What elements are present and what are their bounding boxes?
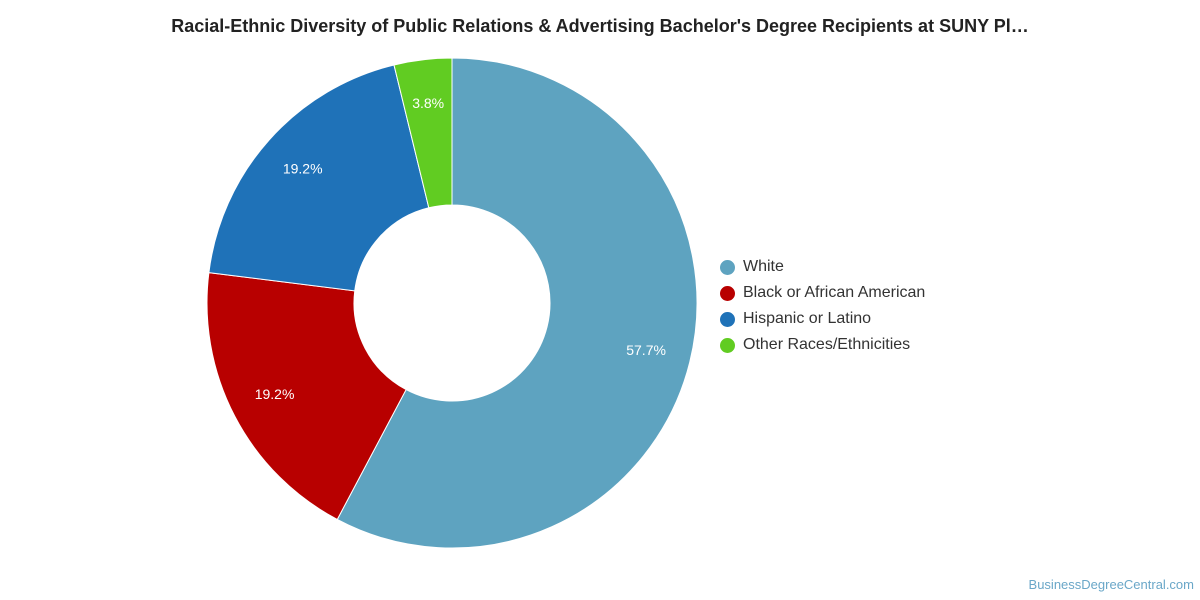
slice-value-label: 57.7% — [626, 342, 666, 358]
legend-swatch — [720, 259, 735, 275]
donut-slice-black-or-african-american[interactable] — [206, 272, 407, 521]
legend-label: Black or African American — [743, 284, 926, 301]
legend-swatch — [720, 337, 735, 353]
donut-slice-white[interactable] — [336, 57, 698, 549]
legend-label: Hispanic or Latino — [743, 310, 872, 327]
slice-value-label: 19.2% — [283, 161, 323, 177]
legend-label: Other Races/Ethnicities — [743, 336, 911, 353]
donut-slice-hispanic-or-latino[interactable] — [208, 64, 430, 292]
legend-item-hispanic-or-latino[interactable]: Hispanic or Latino — [720, 306, 925, 332]
legend-item-black-or-african-american[interactable]: Black or African American — [720, 280, 925, 306]
legend-item-other-races-ethnicities[interactable]: Other Races/Ethnicities — [720, 332, 925, 358]
chart-title: Racial-Ethnic Diversity of Public Relati… — [171, 16, 1029, 36]
slice-value-label: 19.2% — [255, 386, 295, 402]
legend-swatch — [720, 311, 735, 327]
donut-slice-other-races-ethnicities[interactable] — [393, 57, 453, 209]
slice-value-label: 3.8% — [412, 95, 444, 111]
legend-label: White — [743, 258, 784, 275]
legend-item-white[interactable]: White — [720, 254, 925, 280]
legend-swatch — [720, 285, 735, 301]
chart-legend: White Black or African American Hispanic… — [720, 254, 925, 358]
source-credit[interactable]: BusinessDegreeCentral.com — [1028, 577, 1194, 592]
